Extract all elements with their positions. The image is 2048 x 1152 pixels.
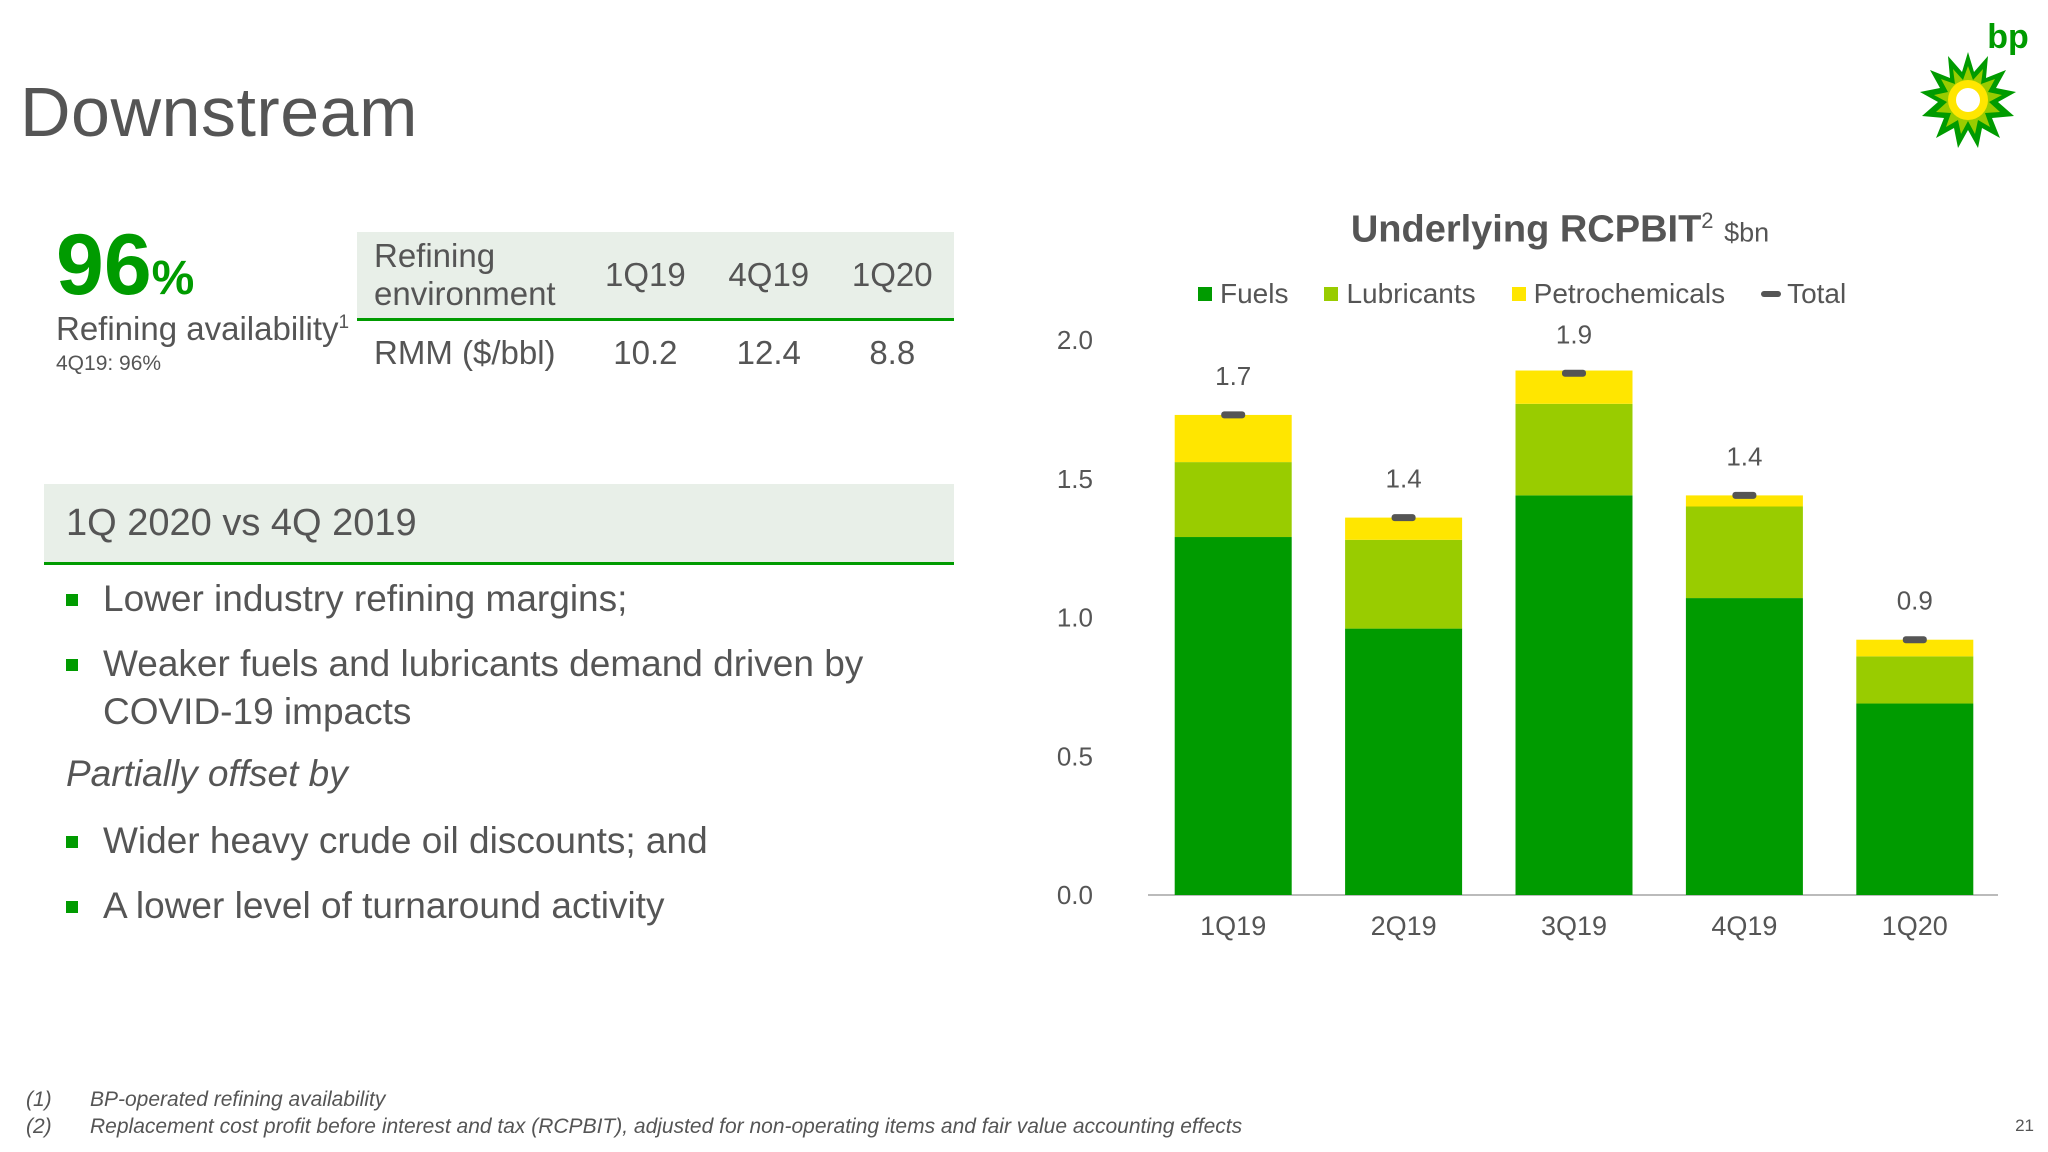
bar-lubricants — [1685, 506, 1803, 599]
bar-petrochemicals — [1345, 517, 1463, 540]
chart-title-footnote-ref: 2 — [1701, 208, 1714, 233]
total-marker — [1391, 514, 1416, 522]
chart-title-text: Underlying RCPBIT — [1350, 208, 1702, 251]
legend-label: Fuels — [1220, 278, 1289, 309]
total-marker — [1902, 636, 1927, 644]
y-tick-label: 0.0 — [1057, 880, 1093, 910]
bp-logo: bp — [1900, 14, 2040, 154]
bar-lubricants — [1345, 539, 1463, 629]
footnote-text: Replacement cost profit before interest … — [90, 1115, 1243, 1138]
legend-item-petrochemicals: Petrochemicals — [1511, 278, 1726, 310]
data-label-total: 1.7 — [1215, 361, 1251, 391]
table-header-cell: 4Q19 — [707, 232, 831, 321]
footnote-text: BP-operated refining availability — [90, 1088, 386, 1111]
page-title: Downstream — [20, 73, 418, 151]
refining-table: Refining environment 1Q19 4Q19 1Q20 RMM … — [357, 232, 954, 385]
total-marker — [1221, 411, 1246, 419]
offset-label: Partially offset by — [66, 753, 348, 794]
y-tick-label: 0.5 — [1057, 741, 1093, 771]
x-tick-label: 3Q19 — [1541, 911, 1607, 941]
bar-lubricants — [1856, 656, 1974, 704]
bullet-square-icon — [66, 594, 78, 606]
total-marker — [1732, 491, 1757, 499]
legend-label: Petrochemicals — [1533, 278, 1726, 309]
chart-title: Underlying RCPBIT2 $bn — [1140, 208, 1980, 252]
table-header-cell: Refining environment — [357, 232, 584, 321]
kpi-value: 96% — [56, 222, 194, 308]
data-label-total: 1.9 — [1556, 319, 1592, 349]
comparison-header: 1Q 2020 vs 4Q 2019 — [44, 484, 954, 565]
chart-plot: 0.0 0.5 1.0 1.5 2.0 1.7 1Q19 1.4 2Q19 1.9 3Q19 1.4 4… — [1057, 319, 1998, 941]
bar-fuels — [1856, 703, 1974, 895]
footnote-number: (1) — [26, 1088, 52, 1111]
kpi-footnote-ref: 1 — [338, 312, 350, 333]
bullet-square-icon — [66, 659, 78, 671]
bullet-text: A lower level of turnaround activity — [103, 885, 665, 926]
kpi-subtext: 4Q19: 96% — [56, 352, 162, 375]
bullet-text: Wider heavy crude oil discounts; and — [103, 820, 708, 861]
legend-label: Lubricants — [1346, 278, 1476, 309]
bar-petrochemicals — [1856, 639, 1974, 657]
chart-legend: Fuels Lubricants Petrochemicals Total — [1198, 278, 1882, 310]
legend-swatch-fuels — [1198, 287, 1212, 301]
data-label-total: 1.4 — [1386, 464, 1422, 494]
x-tick-label: 1Q19 — [1200, 911, 1266, 941]
kpi-label: Refining availability1 — [56, 310, 349, 348]
table-header-cell: 1Q20 — [830, 232, 954, 321]
x-tick-label: 2Q19 — [1371, 911, 1437, 941]
legend-label: Total — [1787, 278, 1847, 309]
table-header-row: Refining environment 1Q19 4Q19 1Q20 — [357, 232, 954, 321]
table-cell: 10.2 — [613, 334, 678, 371]
legend-swatch-lubricants — [1324, 287, 1339, 301]
bar-petrochemicals — [1174, 414, 1292, 463]
y-tick-label: 1.0 — [1057, 603, 1093, 633]
bar-lubricants — [1515, 403, 1633, 496]
kpi-unit: % — [151, 252, 195, 305]
legend-item-fuels: Fuels — [1198, 278, 1288, 310]
legend-item-lubricants: Lubricants — [1324, 278, 1476, 310]
data-label-total: 1.4 — [1726, 441, 1762, 471]
bullet-text: Weaker fuels and lubricants demand drive… — [103, 643, 864, 732]
bar-fuels — [1345, 628, 1463, 895]
chart-unit: $bn — [1724, 217, 1770, 248]
kpi-label-text: Refining availability — [56, 310, 339, 347]
bullet-square-icon — [66, 836, 78, 848]
table-cell: 12.4 — [736, 334, 801, 371]
bar-lubricants — [1174, 462, 1292, 538]
table-cell: RMM ($/bbl) — [374, 334, 556, 371]
y-tick-label: 2.0 — [1057, 325, 1093, 355]
bar-petrochemicals — [1685, 495, 1803, 507]
table-cell: 8.8 — [869, 334, 916, 371]
legend-item-total: Total — [1761, 278, 1846, 310]
y-tick-label: 1.5 — [1057, 464, 1093, 494]
bar-fuels — [1685, 598, 1803, 895]
footnote-number: (2) — [26, 1115, 52, 1138]
data-label-total: 0.9 — [1897, 586, 1933, 616]
bullet-text: Lower industry refining margins; — [103, 578, 628, 619]
comparison-header-text: 1Q 2020 vs 4Q 2019 — [66, 502, 417, 544]
total-marker — [1562, 369, 1586, 377]
table-header-cell: 1Q19 — [583, 232, 708, 321]
bar-fuels — [1174, 537, 1292, 895]
page-number: 21 — [2015, 1116, 2034, 1135]
bar-fuels — [1515, 495, 1633, 895]
legend-swatch-petrochemicals — [1511, 287, 1526, 301]
logo-text: bp — [1987, 18, 2029, 56]
kpi-number: 96 — [56, 217, 152, 313]
x-tick-label: 4Q19 — [1711, 911, 1777, 941]
bullet-square-icon — [66, 901, 78, 913]
table-row: RMM ($/bbl) 10.2 12.4 8.8 — [357, 320, 954, 386]
x-tick-label: 1Q20 — [1882, 911, 1948, 941]
legend-swatch-total — [1761, 291, 1782, 297]
